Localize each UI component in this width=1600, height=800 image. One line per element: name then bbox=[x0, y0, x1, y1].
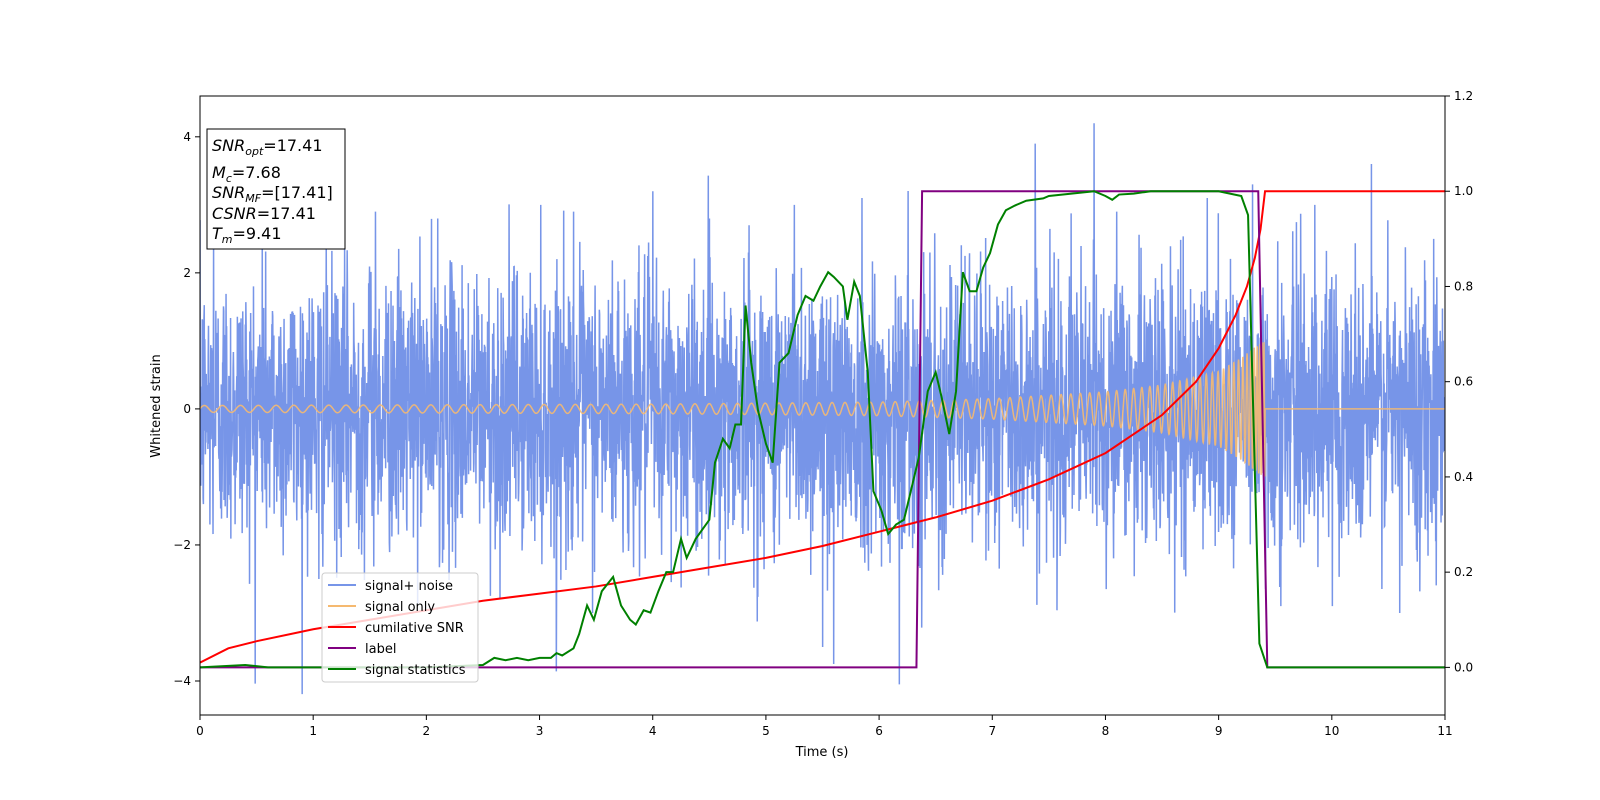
y2-tick-label: 0.6 bbox=[1454, 375, 1473, 389]
legend-label-signal-noise: signal+ noise bbox=[365, 579, 453, 594]
y-tick-label: 0 bbox=[183, 402, 191, 416]
y2-tick-label: 1.0 bbox=[1454, 184, 1473, 198]
legend-label-label: label bbox=[365, 642, 396, 657]
x-tick-label: 6 bbox=[875, 724, 883, 738]
x-tick-label: 11 bbox=[1437, 724, 1452, 738]
x-axis-label: Time (s) bbox=[795, 745, 849, 760]
y2-tick-label: 0.0 bbox=[1454, 660, 1473, 674]
y-tick-label: −2 bbox=[173, 538, 191, 552]
y2-tick-label: 0.4 bbox=[1454, 470, 1473, 484]
info-snr-opt: SNRopt=17.41 bbox=[212, 136, 323, 158]
y2-tick-label: 1.2 bbox=[1454, 89, 1473, 103]
x-tick-label: 7 bbox=[988, 724, 996, 738]
plot-frame bbox=[199, 95, 1446, 716]
x-tick-label: 1 bbox=[309, 724, 317, 738]
info-snr-mf: SNRMF=[17.41] bbox=[212, 183, 333, 205]
x-tick-label: 4 bbox=[649, 724, 657, 738]
x-tick-label: 0 bbox=[196, 724, 204, 738]
x-tick-label: 8 bbox=[1102, 724, 1110, 738]
y-tick-label: −4 bbox=[173, 674, 191, 688]
y-axis-label: Whitened strain bbox=[149, 354, 164, 457]
y2-tick-label: 0.2 bbox=[1454, 565, 1473, 579]
series-signal-only bbox=[200, 342, 1445, 477]
legend-frame bbox=[321, 572, 479, 683]
info-box-frame bbox=[206, 128, 346, 250]
x-tick-label: 9 bbox=[1215, 724, 1223, 738]
legend: signal+ noise signal only cumilative SNR… bbox=[321, 572, 479, 683]
info-mc: Mc=7.68 bbox=[212, 163, 281, 185]
info-box: SNRopt=17.41 Mc=7.68 SNRMF=[17.41] CSNR=… bbox=[206, 128, 346, 250]
y-tick-label: 4 bbox=[183, 130, 191, 144]
legend-label-cumulative-snr: cumilative SNR bbox=[365, 621, 464, 636]
y2-tick-label: 0.8 bbox=[1454, 279, 1473, 293]
legend-label-signal-only: signal only bbox=[365, 600, 435, 615]
info-tm: Tm=9.41 bbox=[212, 224, 282, 246]
x-tick-label: 3 bbox=[536, 724, 544, 738]
info-csnr: CSNR=17.41 bbox=[212, 204, 316, 223]
x-tick-label: 2 bbox=[423, 724, 431, 738]
x-tick-label: 5 bbox=[762, 724, 770, 738]
x-axis: 0 1 2 3 4 5 6 7 8 9 10 11 bbox=[196, 715, 1453, 738]
x-tick-label: 10 bbox=[1324, 724, 1339, 738]
y-tick-label: 2 bbox=[183, 266, 191, 280]
y-axis-left: −4 −2 0 2 4 bbox=[173, 130, 200, 688]
legend-label-signal-statistics: signal statistics bbox=[365, 663, 466, 678]
series-signal-statistics bbox=[200, 190, 1445, 669]
y-axis-right: 0.0 0.2 0.4 0.6 0.8 1.0 1.2 bbox=[1445, 89, 1473, 674]
